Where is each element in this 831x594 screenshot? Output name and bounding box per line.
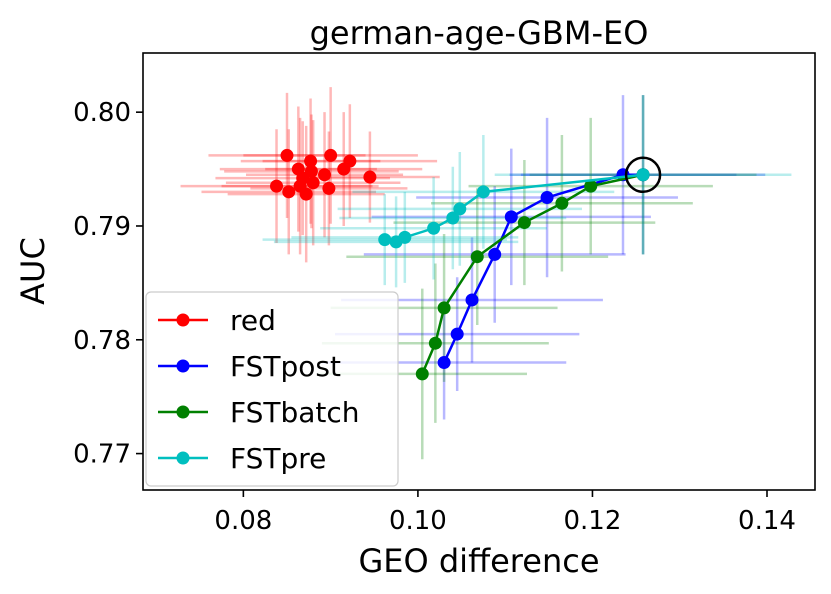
axis-ticks: 0.08 0.10 0.12 0.14 0.77 0.78 0.79 0.80 <box>73 98 796 536</box>
data-point-FSTpre <box>636 168 650 182</box>
data-point-FSTbatch <box>415 367 429 381</box>
y-tick-label: 0.79 <box>73 212 131 242</box>
data-point-FSTpost <box>488 247 502 261</box>
legend-box <box>145 291 399 487</box>
data-point-red <box>306 176 320 190</box>
data-point-red <box>299 187 313 201</box>
chart-title: german-age-GBM-EO <box>310 14 649 52</box>
data-point-FSTbatch <box>517 216 531 230</box>
data-point-red <box>304 154 318 168</box>
data-point-red <box>363 170 377 184</box>
data-point-red <box>337 162 351 176</box>
plot-area <box>180 87 792 460</box>
data-point-red <box>304 164 318 178</box>
data-point-FSTbatch <box>584 179 598 193</box>
legend-label-FSTpre: FSTpre <box>230 442 326 475</box>
data-point-FSTbatch <box>437 301 451 315</box>
x-axis-label: GEO difference <box>358 542 599 580</box>
axes-frame <box>142 52 816 491</box>
data-point-FSTpre <box>398 230 412 244</box>
legend: red FSTpost FSTbatch FSTpre <box>145 291 399 487</box>
data-point-FSTpost <box>540 191 554 205</box>
x-tick-label: 0.10 <box>389 506 447 536</box>
data-point-FSTpre <box>378 233 392 247</box>
data-point-FSTpre <box>427 221 441 235</box>
x-tick-label: 0.14 <box>738 506 796 536</box>
legend-label-FSTpost: FSTpost <box>230 350 341 383</box>
x-tick-label: 0.12 <box>564 506 622 536</box>
highlight-circle <box>624 156 662 194</box>
legend-marker-FSTpost <box>176 359 190 373</box>
data-point-FSTbatch <box>555 196 569 210</box>
data-point-red <box>282 185 296 199</box>
data-point-red <box>280 148 294 162</box>
data-point-red <box>324 148 338 162</box>
legend-marker-FSTbatch <box>176 405 190 419</box>
legend-marker-red <box>176 313 190 327</box>
data-point-FSTpre <box>453 202 467 216</box>
data-point-FSTbatch <box>470 250 484 264</box>
y-axis-label: AUC <box>14 237 52 305</box>
y-tick-label: 0.78 <box>73 326 131 356</box>
data-point-red <box>322 181 336 195</box>
y-tick-label: 0.77 <box>73 440 131 470</box>
data-point-red <box>270 179 284 193</box>
data-point-FSTbatch <box>428 336 442 350</box>
data-point-FSTpost <box>437 356 451 370</box>
plot-content <box>180 87 792 460</box>
data-point-FSTpre <box>446 211 460 225</box>
data-point-red <box>318 168 332 182</box>
legend-marker-FSTpre <box>176 451 190 465</box>
legend-label-red: red <box>230 304 276 337</box>
data-point-FSTpost <box>450 327 464 341</box>
y-tick-label: 0.80 <box>73 98 131 128</box>
legend-label-FSTbatch: FSTbatch <box>230 396 360 429</box>
x-tick-label: 0.08 <box>214 506 272 536</box>
data-point-FSTpost <box>465 293 479 307</box>
data-point-FSTpost <box>504 210 518 224</box>
data-point-FSTpre <box>476 185 490 199</box>
